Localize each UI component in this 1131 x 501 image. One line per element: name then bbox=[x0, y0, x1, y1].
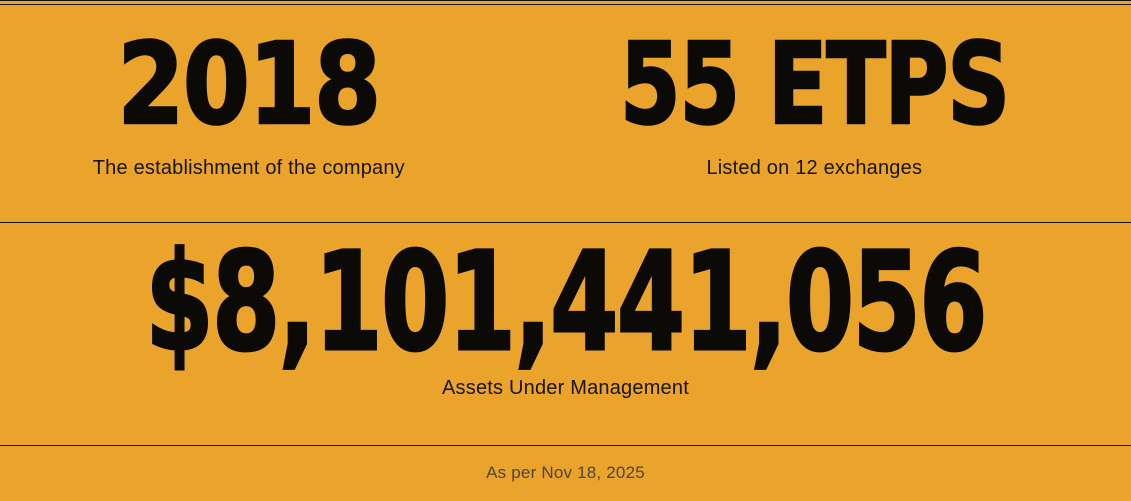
top-edge-divider bbox=[0, 0, 1131, 1]
stat-value-etps-text: 55 ETPS bbox=[619, 20, 1011, 150]
aum-label: Assets Under Management bbox=[442, 377, 689, 399]
stat-value-year: 2018 bbox=[96, 20, 401, 150]
footnote-bar: As per Nov 18, 2025 bbox=[0, 446, 1131, 499]
aum-value: $8,101,441,056 bbox=[0, 224, 1131, 382]
stats-row: 2018 The establishment of the company 55… bbox=[0, 4, 1131, 223]
aum-section: $8,101,441,056 Assets Under Management bbox=[0, 223, 1131, 446]
as-of-date-note: As per Nov 18, 2025 bbox=[486, 462, 645, 482]
stat-value-etps: 55 ETPS bbox=[565, 20, 1064, 150]
stat-label-exchanges: Listed on 12 exchanges bbox=[706, 157, 923, 179]
stat-value-year-text: 2018 bbox=[117, 20, 383, 150]
stat-establishment-year: 2018 The establishment of the company bbox=[0, 5, 498, 222]
stat-label-establishment: The establishment of the company bbox=[92, 157, 405, 179]
stat-etps-count: 55 ETPS Listed on 12 exchanges bbox=[498, 5, 1131, 222]
aum-value-text: $8,101,441,056 bbox=[144, 224, 988, 382]
